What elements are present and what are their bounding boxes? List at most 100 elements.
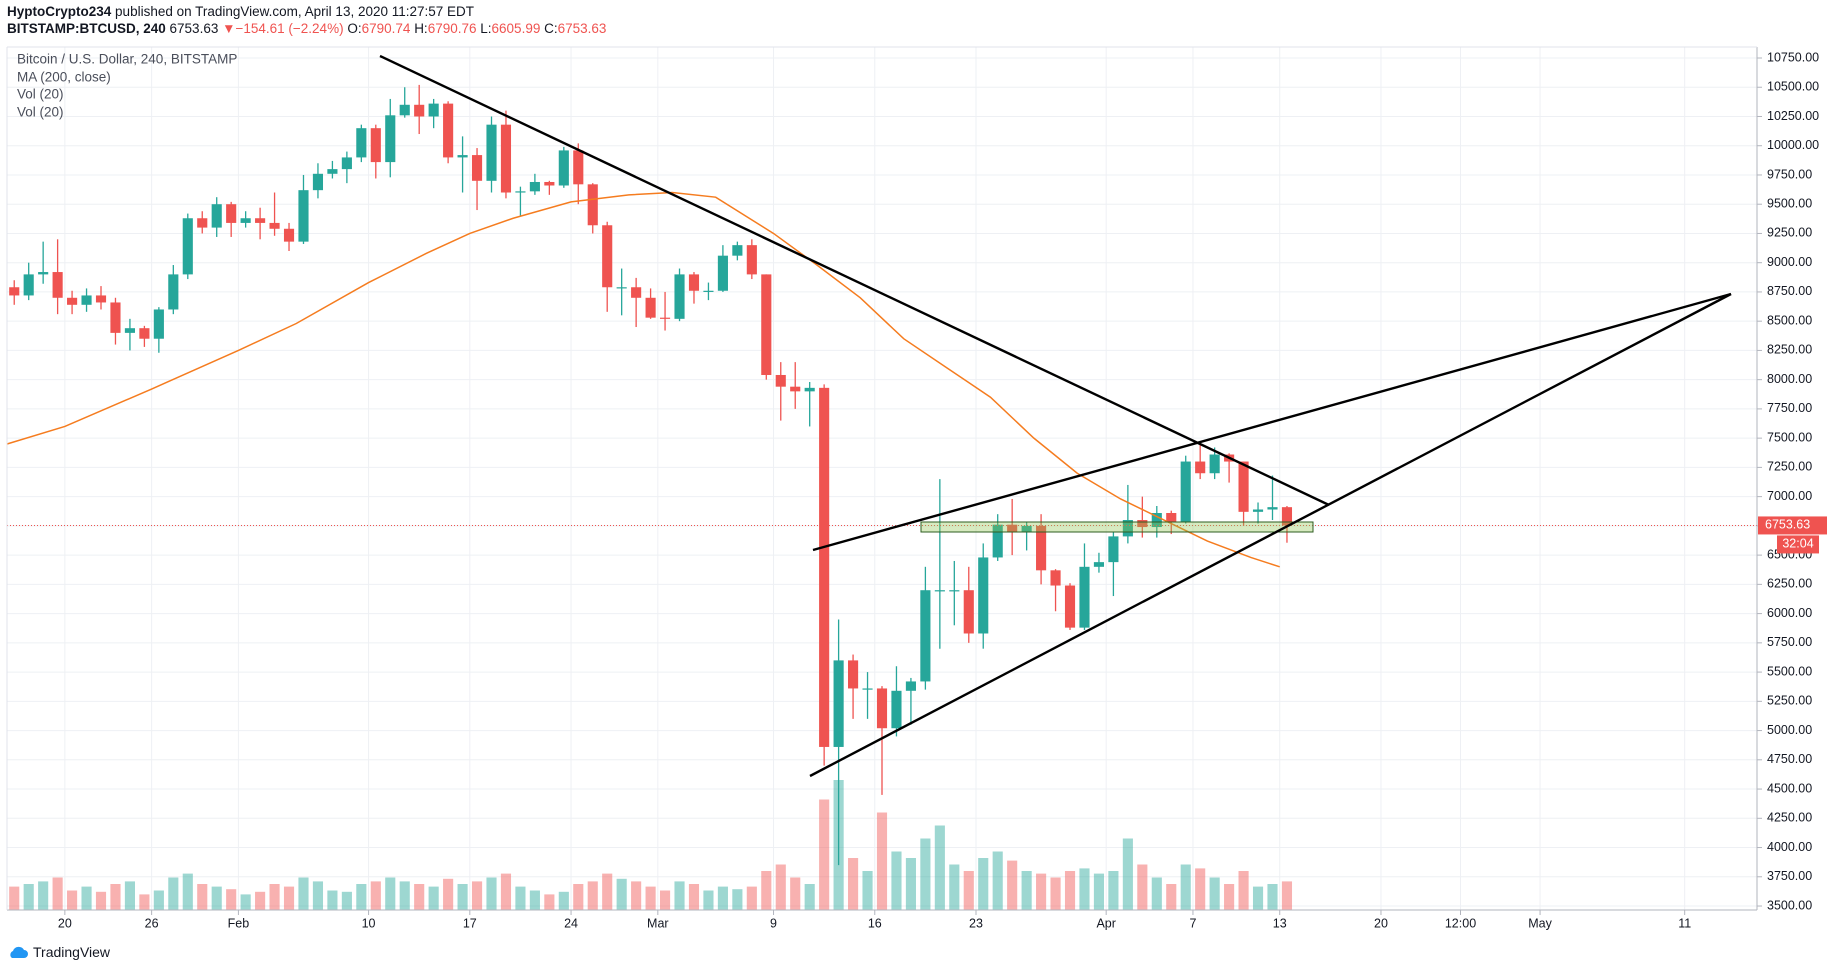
logo [10,946,28,958]
candle-body [529,181,540,192]
volume-bar [761,871,772,910]
volume-bar [963,871,974,910]
drawings [379,54,1732,778]
volume-bar [500,873,512,910]
volume-bar [1137,864,1148,910]
volume-bar [327,890,338,910]
candle-body [9,287,20,296]
candle-body [746,245,757,275]
candle-body [1238,461,1249,512]
candle-body [283,228,295,242]
y-tick-label: 8000.00 [1767,372,1812,386]
candle-body [38,272,49,275]
volume-bar [341,891,352,910]
volume-bar [949,864,960,910]
volume-bar [992,851,1003,910]
candle-body [645,297,656,318]
volume-bar [573,884,584,910]
candle-body [1195,461,1206,474]
x-tick-label: 20 [1374,916,1388,930]
candle-body [500,124,512,193]
axes [6,46,1762,915]
candle-body [573,150,584,185]
x-tick-label: 10 [362,916,376,930]
y-tick-label: 4500.00 [1767,781,1812,795]
y-tick-label: 9500.00 [1767,197,1812,211]
x-tick-label: 9 [770,916,777,930]
candle-body [471,155,483,181]
candle-body [312,173,324,191]
candle-body [934,590,945,592]
volume-bar [529,890,540,910]
candle-body [443,103,454,158]
volume-bar [182,873,193,910]
volume-bar [544,894,555,910]
volume-bar [515,886,526,910]
volume-bar [153,890,164,910]
volume-bar [1267,884,1278,910]
candle-body [52,272,63,298]
y-tick-label: 8250.00 [1767,343,1812,357]
x-tick-label: 7 [1189,916,1196,930]
candle-body [1267,507,1278,510]
y-tick-label: 9250.00 [1767,226,1812,240]
volume-bar [905,858,916,910]
volume-bar [1224,884,1235,910]
y-tick-label: 10750.00 [1767,50,1819,64]
y-tick-label: 7000.00 [1767,489,1812,503]
volume-bar [81,886,92,910]
last-price-label: 6753.63 [1765,518,1810,532]
volume-bar [240,894,251,910]
volume-bar [283,886,295,910]
candle-body [197,218,208,228]
last-price-box [1758,516,1827,535]
symbol-info: BITSTAMP:BTCUSD, 240 6753.63 ▼−154.61 (−… [7,21,606,36]
candle-body [139,328,150,339]
candle-body [761,274,772,375]
volume-bar [674,881,685,910]
volume-bar [385,877,396,910]
volume-bar [95,891,107,910]
volume-bar [1036,873,1047,910]
volume-bar [52,877,63,910]
ohlc-label: H: [414,21,428,36]
candle-body [226,204,237,223]
volume-bar [443,878,454,910]
candle-body [211,204,222,228]
candle-body [515,191,526,193]
volume-bar [356,884,367,910]
volume-bar [1079,868,1090,910]
publisher: HyptoCrypto234 [7,4,112,19]
x-tick-label: May [1528,916,1552,930]
volume-bar [891,851,902,910]
candle-body [1151,513,1162,528]
volume-bar [1151,877,1162,910]
candle-body [1021,525,1032,532]
candle-body [23,274,34,296]
candle-body [703,290,714,292]
volume-bar [688,884,700,910]
volume-bar [920,838,931,910]
volume-bar [1064,871,1076,910]
volume-bar [414,884,425,910]
volume-bar [110,884,121,910]
volume-bar [934,825,945,910]
candle-body [848,660,859,689]
legend-entry: Bitcoin / U.S. Dollar, 240, BITSTAMP [17,52,237,67]
volume-bar [428,886,439,910]
volume-bar [862,871,873,910]
volume-bar [197,884,208,910]
brand: TradingView [33,944,111,960]
candle-body [876,688,888,729]
candle-body [182,218,193,275]
candle-body [1180,461,1191,523]
last-price: 6753.63 [169,21,219,36]
candle-body [775,374,786,387]
volume-pane [9,780,1293,910]
countdown: 32:04 [1782,537,1813,551]
candle-body [385,115,396,163]
volume-bar [659,890,671,910]
legend-entry: MA (200, close) [17,70,111,85]
candle-body [269,222,280,229]
volume-bar [457,884,468,910]
